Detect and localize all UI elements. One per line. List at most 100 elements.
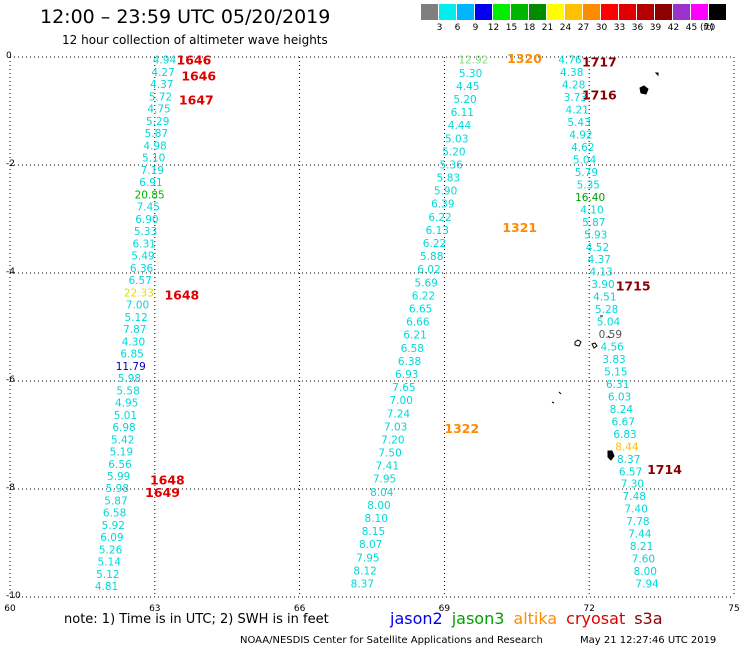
wave-height-value: 7.41: [376, 461, 399, 473]
scale-label: 12: [487, 23, 500, 33]
footnote: note: 1) Time is in UTC; 2) SWH is in fe…: [64, 612, 329, 627]
wave-height-value: 6.22: [412, 290, 435, 302]
scale-swatch: [601, 4, 618, 20]
wave-height-value: 5.92: [102, 520, 125, 532]
scale-label: 18: [523, 23, 536, 33]
wave-height-value: 6.09: [100, 532, 123, 544]
island-outline: [551, 315, 615, 461]
scale-label: 33: [613, 23, 626, 33]
scale-swatch: [565, 4, 582, 20]
wave-height-value: 8.10: [365, 513, 388, 525]
legend-entry: jason3: [451, 609, 505, 628]
y-tick-label: 0: [6, 51, 12, 61]
wave-height-value: 7.45: [137, 202, 160, 214]
pass-time-label: 1322: [444, 421, 479, 436]
wave-height-value: 6.65: [409, 304, 432, 316]
wave-height-value: 5.03: [445, 133, 468, 145]
wave-height-value: 5.42: [111, 434, 134, 446]
wave-height-value: 5.69: [414, 277, 437, 289]
scale-label: 3: [436, 23, 443, 33]
scale-label: 39: [649, 23, 662, 33]
credit-line: NOAA/NESDIS Center for Satellite Applica…: [240, 635, 543, 646]
x-tick-label: 66: [294, 604, 306, 614]
wave-height-value: 8.37: [351, 579, 374, 591]
wave-height-value: 5.04: [573, 154, 597, 166]
wave-height-value: 16.40: [575, 192, 605, 204]
axis-ticks: 60 63 66 69 72 75 0 -2 -4 -6 -8 -10: [4, 51, 739, 614]
wave-height-value: 4.28: [562, 80, 585, 92]
scale-swatch: [673, 4, 690, 20]
wave-height-value: 4.38: [560, 67, 583, 79]
wave-height-value: 5.36: [439, 159, 463, 171]
altimeter-tracks: 4.944.274.375.724.755.295.874.985.107.19…: [95, 55, 659, 594]
wave-height-value: 5.20: [453, 94, 476, 106]
wave-height-value: 7.65: [392, 382, 415, 394]
wave-height-value: 7.30: [621, 479, 644, 491]
wave-height-value: 6.67: [612, 416, 635, 428]
legend-entry: altika: [513, 609, 558, 628]
pass-labels: 1646164616471648164816491320132113221717…: [145, 51, 682, 500]
wave-height-value: 8.12: [353, 565, 376, 577]
scale-swatch: [493, 4, 510, 20]
wave-height-value: 0.59: [599, 329, 622, 341]
wave-height-value: 4.30: [122, 336, 145, 348]
wave-height-value: 4.98: [143, 140, 166, 152]
wave-height-value: 6.38: [398, 356, 421, 368]
x-tick-label: 60: [4, 604, 16, 614]
wave-height-value: 6.58: [103, 508, 126, 520]
chart-title: 12:00 – 23:59 UTC 05/20/2019: [40, 6, 331, 28]
wave-height-value: 6.03: [608, 391, 631, 403]
pass-time-label: 1648: [164, 288, 199, 303]
wave-height-value: 5.88: [420, 251, 443, 263]
wave-height-value: 6.36: [130, 263, 154, 275]
wave-height-value: 12.92: [458, 55, 488, 67]
plot-grid: [9, 56, 735, 598]
wave-height-value: 8.21: [630, 541, 653, 553]
scale-label: 45: [685, 23, 698, 33]
timestamp: May 21 12:27:46 UTC 2019: [580, 635, 717, 646]
wave-height-value: 5.14: [98, 557, 122, 569]
wave-height-value: 5.04: [597, 317, 621, 329]
wave-height-value: 6.22: [423, 238, 446, 250]
scale-label: 21: [541, 23, 554, 33]
x-tick-label: 72: [583, 604, 594, 614]
wave-height-value: 7.50: [378, 448, 401, 460]
wave-height-value: 5.49: [131, 251, 154, 263]
legend-entry: s3a: [634, 609, 663, 628]
wave-height-value: 5.15: [604, 366, 627, 378]
scale-label: 15: [505, 23, 518, 33]
wave-height-value: 5.12: [124, 312, 147, 324]
scale-swatch: [475, 4, 492, 20]
pass-time-label: 1646: [181, 68, 216, 83]
wave-height-value: 5.79: [575, 167, 598, 179]
wave-height-value: 5.35: [577, 179, 600, 191]
wave-height-value: 8.37: [617, 454, 640, 466]
wave-height-value: 4.92: [569, 130, 592, 142]
wave-height-value: 6.66: [406, 317, 430, 329]
wave-height-value: 5.20: [442, 146, 465, 158]
wave-height-value: 22.33: [124, 287, 154, 299]
wave-height-value: 7.78: [626, 516, 649, 528]
wave-height-value: 7.00: [126, 300, 149, 312]
scale-swatch: [457, 4, 474, 20]
wave-height-value: 5.29: [146, 116, 169, 128]
wave-height-value: 5.72: [149, 91, 172, 103]
wave-height-value: 6.57: [129, 275, 152, 287]
wave-height-value: 8.00: [634, 566, 657, 578]
wave-height-value: 7.87: [123, 324, 146, 336]
pass-time-label: 1646: [177, 53, 212, 68]
wave-height-value: 5.87: [145, 128, 168, 140]
wave-height-value: 7.95: [356, 552, 379, 564]
scale-label: 9: [472, 23, 479, 33]
scale-label: 24: [559, 23, 572, 33]
scale-swatch: [691, 4, 708, 20]
wave-height-value: 5.10: [142, 153, 165, 165]
wave-height-value: 8.00: [367, 500, 390, 512]
wave-height-value: 5.12: [96, 569, 119, 581]
wave-height-value: 6.58: [401, 343, 424, 355]
wave-height-value: 5.98: [118, 373, 141, 385]
wave-height-value: 5.58: [116, 385, 139, 397]
x-tick-label: 75: [728, 604, 739, 614]
pass-time-label: 1717: [582, 54, 617, 69]
